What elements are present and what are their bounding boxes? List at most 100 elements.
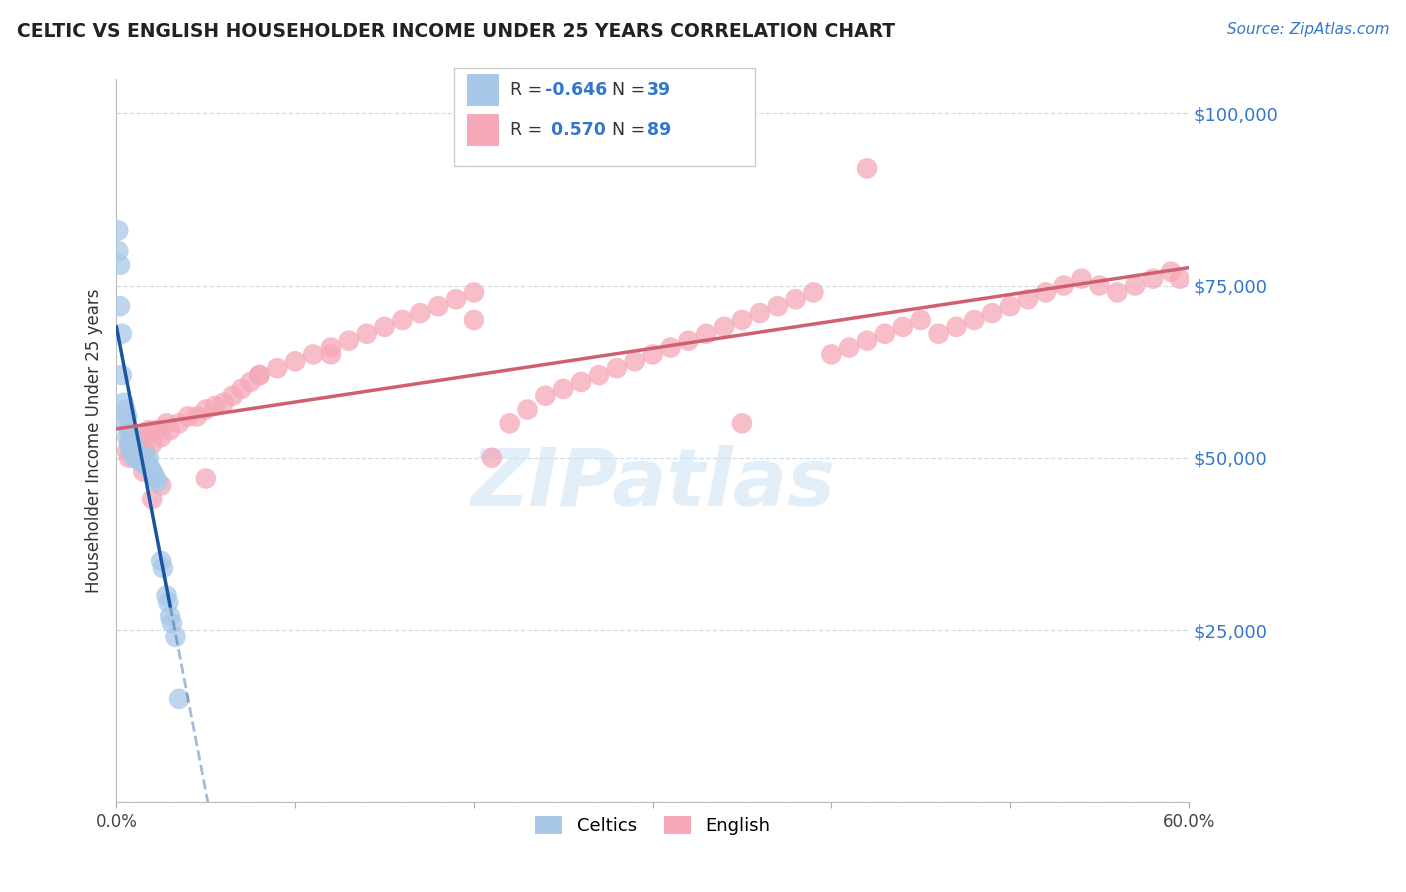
Point <box>731 313 754 327</box>
Point <box>194 471 217 485</box>
Point <box>444 293 467 307</box>
Point <box>785 293 807 307</box>
Point <box>231 382 253 396</box>
Point <box>131 450 153 465</box>
Point <box>152 561 174 575</box>
Point <box>204 399 226 413</box>
Text: 39: 39 <box>647 81 672 99</box>
Point <box>731 417 754 431</box>
Point <box>463 285 485 300</box>
Point <box>132 454 155 468</box>
Point <box>157 595 180 609</box>
Text: R =: R = <box>510 120 548 139</box>
Point <box>963 313 986 327</box>
Point <box>319 341 342 355</box>
Point <box>139 461 162 475</box>
Point <box>127 443 149 458</box>
Point <box>165 630 187 644</box>
Point <box>115 430 138 444</box>
Point <box>1123 278 1146 293</box>
Point <box>121 437 143 451</box>
Point <box>606 361 628 376</box>
Point <box>107 223 129 237</box>
Point <box>284 354 307 368</box>
Point <box>910 313 932 327</box>
Point <box>221 389 243 403</box>
Point <box>569 375 592 389</box>
Point <box>856 161 879 176</box>
Point <box>713 319 735 334</box>
Point <box>108 258 131 272</box>
Point <box>945 319 967 334</box>
Point <box>534 389 557 403</box>
Text: CELTIC VS ENGLISH HOUSEHOLDER INCOME UNDER 25 YEARS CORRELATION CHART: CELTIC VS ENGLISH HOUSEHOLDER INCOME UND… <box>17 22 896 41</box>
Point <box>249 368 271 383</box>
Point <box>124 447 146 461</box>
Point <box>141 437 163 451</box>
Point <box>623 354 645 368</box>
Point <box>391 313 413 327</box>
Point <box>177 409 200 424</box>
Point <box>132 430 155 444</box>
Point <box>1107 285 1129 300</box>
Point <box>118 450 141 465</box>
Point <box>131 450 153 465</box>
Point <box>118 437 141 451</box>
Point <box>659 341 682 355</box>
Legend: Celtics, English: Celtics, English <box>526 806 779 844</box>
Text: Source: ZipAtlas.com: Source: ZipAtlas.com <box>1226 22 1389 37</box>
Point <box>1168 271 1191 285</box>
Point <box>127 450 149 465</box>
Point <box>128 434 150 448</box>
Point <box>120 437 142 451</box>
Point <box>463 313 485 327</box>
Point <box>111 368 134 383</box>
Point <box>1053 278 1076 293</box>
Point <box>1088 278 1111 293</box>
Y-axis label: Householder Income Under 25 years: Householder Income Under 25 years <box>86 288 103 593</box>
Point <box>695 326 717 341</box>
Point <box>1017 293 1039 307</box>
Point <box>146 475 169 489</box>
Point <box>120 443 142 458</box>
Point <box>128 454 150 468</box>
Point <box>150 554 173 568</box>
Point <box>111 326 134 341</box>
Point <box>121 441 143 455</box>
Point <box>337 334 360 348</box>
Point <box>167 417 190 431</box>
Point <box>678 334 700 348</box>
Point <box>125 437 148 451</box>
Text: 89: 89 <box>647 120 672 139</box>
Point <box>160 616 183 631</box>
Point <box>553 382 575 396</box>
Point <box>132 465 155 479</box>
Point <box>145 423 167 437</box>
Point <box>998 299 1021 313</box>
Text: ZIPatlas: ZIPatlas <box>470 445 835 523</box>
Point <box>374 319 396 334</box>
Point <box>409 306 432 320</box>
Point <box>145 471 167 485</box>
Point <box>125 447 148 461</box>
Point <box>150 430 173 444</box>
Point <box>498 417 520 431</box>
Point <box>356 326 378 341</box>
Point <box>138 450 160 465</box>
Point <box>766 299 789 313</box>
Point <box>856 334 879 348</box>
Text: N =: N = <box>612 81 651 99</box>
Point <box>143 468 166 483</box>
Point <box>427 299 450 313</box>
Point <box>266 361 288 376</box>
Point <box>516 402 538 417</box>
Point <box>159 423 181 437</box>
Point <box>588 368 610 383</box>
Point <box>115 409 138 424</box>
Point <box>134 458 156 472</box>
Point <box>150 478 173 492</box>
Point <box>108 299 131 313</box>
Point <box>118 423 141 437</box>
Point <box>1142 271 1164 285</box>
Point <box>481 450 503 465</box>
